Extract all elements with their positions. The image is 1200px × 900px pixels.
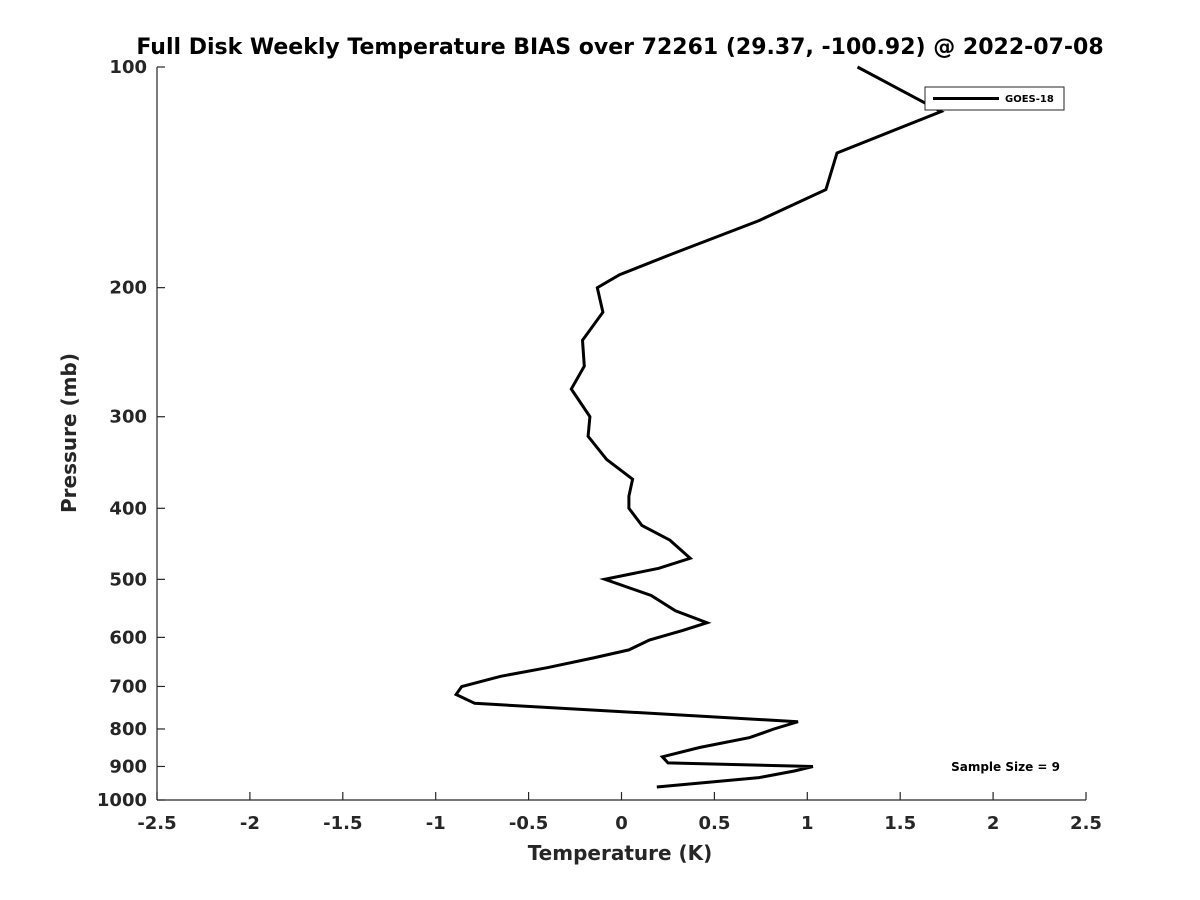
y-tick-label: 200 <box>109 278 147 299</box>
x-tick-label: 2 <box>987 813 1000 834</box>
y-tick-label: 700 <box>109 676 147 697</box>
sample-size-annotation: Sample Size = 9 <box>951 760 1060 774</box>
series-layer <box>453 65 945 789</box>
y-tick-label: 400 <box>109 498 147 519</box>
x-tick-label: -1 <box>426 813 446 834</box>
y-ticks: 100 200 300 400 500 600 700 800 900 1000 <box>97 57 165 811</box>
y-tick-label: 100 <box>109 57 147 78</box>
x-tick-label: -2 <box>240 813 260 834</box>
chart-title: Full Disk Weekly Temperature BIAS over 7… <box>136 35 1103 60</box>
x-tick-label: -2.5 <box>137 813 176 834</box>
y-tick-label: 900 <box>109 756 147 777</box>
y-tick-label: 500 <box>109 569 147 590</box>
legend: GOES-18 <box>924 86 1065 111</box>
x-tick-label: -0.5 <box>509 813 548 834</box>
y-axis-label: Pressure (mb) <box>57 353 81 513</box>
axes <box>156 67 1086 801</box>
y-tick-label: 300 <box>109 407 147 428</box>
x-tick-label: 1 <box>801 813 814 834</box>
x-tick-label: 0 <box>615 813 628 834</box>
legend-label-goes-18: GOES-18 <box>1005 94 1054 105</box>
x-ticks: -2.5 -2 -1.5 -1 -0.5 0 0.5 1 1.5 2 2.5 <box>137 792 1102 834</box>
x-tick-label: -1.5 <box>323 813 362 834</box>
y-tick-label: 600 <box>109 627 147 648</box>
x-tick-label: 0.5 <box>698 813 730 834</box>
y-tick-label: 1000 <box>97 790 147 811</box>
x-tick-label: 1.5 <box>884 813 916 834</box>
x-tick-label: 2.5 <box>1070 813 1102 834</box>
x-axis-label: Temperature (K) <box>528 841 713 865</box>
y-tick-label: 800 <box>109 719 147 740</box>
series-line-goes-18 <box>453 65 945 789</box>
